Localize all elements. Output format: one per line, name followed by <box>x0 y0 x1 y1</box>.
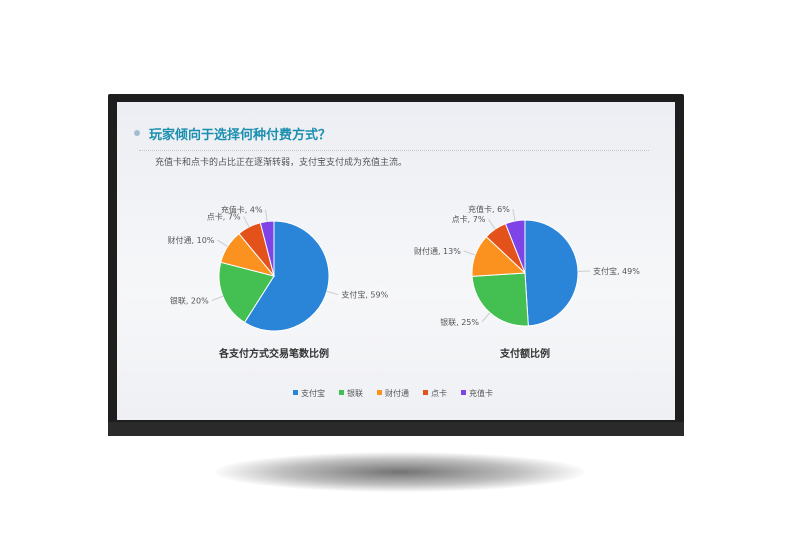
data-label: 点卡, 7% <box>207 211 241 221</box>
page-subtitle: 充值卡和点卡的占比正在逐渐转弱，支付宝支付成为充值主流。 <box>155 158 408 168</box>
leader-line <box>488 218 496 230</box>
display-monitor: 玩家倾向于选择何种付费方式？ 充值卡和点卡的占比正在逐渐转弱，支付宝支付成为充值… <box>108 94 684 436</box>
pie-slice-支付宝 <box>243 220 330 332</box>
data-label: 财付通, 10% <box>168 235 215 245</box>
pie-slice-充值卡 <box>504 219 526 274</box>
chart-title: 各支付方式交易笔数比例 <box>218 347 329 360</box>
data-label: 支付宝, 49% <box>593 266 640 276</box>
leader-line <box>211 295 224 302</box>
data-label: 充值卡, 6% <box>468 204 510 214</box>
monitor-bezel <box>108 422 684 436</box>
data-label: 银联, 20% <box>170 296 209 306</box>
legend-item[interactable]: 财付通 <box>385 388 409 398</box>
data-label: 支付宝, 59% <box>341 290 388 300</box>
screen: 玩家倾向于选择何种付费方式？ 充值卡和点卡的占比正在逐渐转弱，支付宝支付成为充值… <box>117 102 675 420</box>
page-title: 玩家倾向于选择何种付费方式？ <box>149 128 332 143</box>
bullet-icon <box>134 130 140 136</box>
legend-item[interactable]: 银联 <box>347 388 363 398</box>
leader-line <box>512 209 516 222</box>
legend-swatch <box>293 390 298 395</box>
legend-swatch <box>339 390 344 395</box>
chart-title: 支付额比例 <box>499 347 550 360</box>
monitor-shadow <box>215 452 585 492</box>
data-label: 财付通, 13% <box>414 246 461 256</box>
data-label: 充值卡, 4% <box>221 205 263 215</box>
data-label: 点卡, 7% <box>452 214 486 224</box>
legend-item[interactable]: 支付宝 <box>301 388 325 398</box>
leader-line <box>243 216 250 228</box>
pie-charts: 支付宝, 59%银联, 20%财付通, 10%点卡, 7%充值卡, 4%各支付方… <box>168 204 641 398</box>
pie-slice-支付宝 <box>524 219 579 327</box>
leader-line <box>481 312 491 323</box>
pie-slice-充值卡 <box>259 220 275 277</box>
divider <box>139 150 649 151</box>
pie-slice-银联 <box>471 272 529 327</box>
leader-line <box>217 239 228 247</box>
legend-swatch <box>461 390 466 395</box>
legend-swatch <box>423 390 428 395</box>
data-label: 银联, 25% <box>440 317 479 327</box>
leader-line <box>463 250 476 256</box>
leader-line <box>265 209 268 222</box>
legend-item[interactable]: 点卡 <box>431 388 447 398</box>
legend-item[interactable]: 充值卡 <box>469 388 493 398</box>
leader-line <box>326 290 339 296</box>
legend-swatch <box>377 390 382 395</box>
pie-slice-银联 <box>218 261 275 324</box>
